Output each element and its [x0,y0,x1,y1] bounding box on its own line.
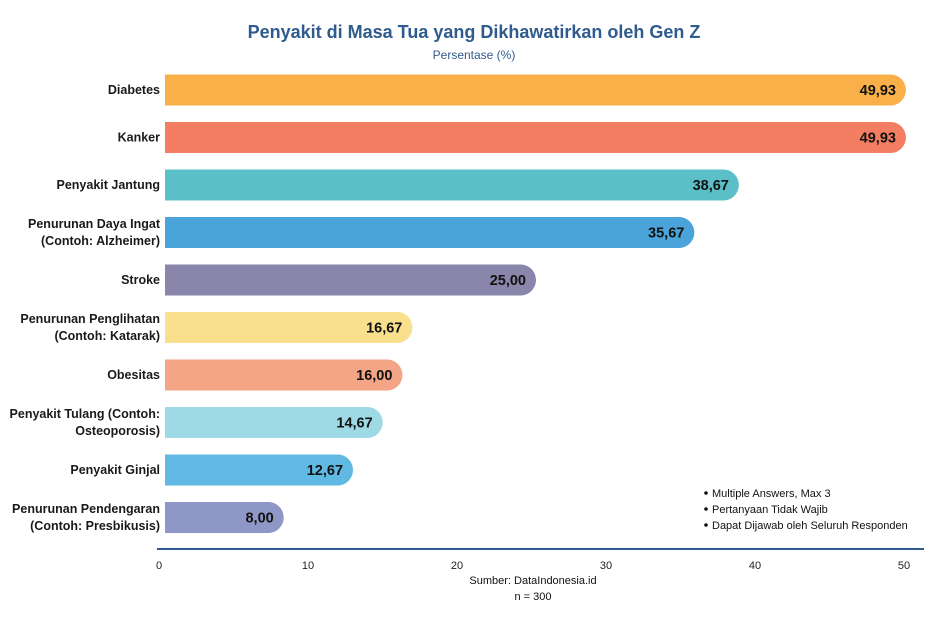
bars-group: 49,93 Diabetes 49,93 Kanker 38,67 Penyakit Ja… [10,74,906,533]
category-label-4-line-2: (Contoh: Alzheimer) [41,234,160,248]
bar-4 [165,217,695,248]
note-bullet-1 [704,491,708,495]
category-label-7: Obesitas [107,368,160,382]
category-label-8-line-1: Penyakit Tulang (Contoh: [10,407,160,421]
note-3: Dapat Dijawab oleh Seluruh Responden [712,520,908,532]
chart-title: Penyakit di Masa Tua yang Dikhawatirkan … [248,22,701,42]
note-2: Pertanyaan Tidak Wajib [712,504,828,516]
bar-1 [165,74,906,106]
x-tick-label-2: 10 [302,560,314,572]
category-label-9: Penyakit Ginjal [70,463,160,477]
value-label-10: 8,00 [245,511,273,527]
x-axis-ticks: 0 10 20 30 40 50 [156,560,910,572]
category-label-1: Diabetes [108,83,160,97]
bar-8 [165,407,383,438]
category-label-5: Stroke [121,273,160,287]
note-bullet-3 [704,523,708,527]
x-tick-label-5: 40 [749,560,761,572]
sample-size-label: n = 300 [514,591,551,603]
bar-5 [165,264,536,296]
category-label-3: Penyakit Jantung [57,178,161,192]
notes-group: Multiple Answers, Max 3 Pertanyaan Tidak … [704,488,908,532]
bar-9 [165,454,354,486]
chart-subtitle: Persentase (%) [433,48,516,62]
category-label-8-line-2: Osteoporosis) [75,424,160,438]
category-label-10-line-2: (Contoh: Presbikusis) [30,519,160,533]
bar-3 [165,169,739,201]
note-bullet-2 [704,507,708,511]
bar-2 [165,122,906,153]
category-label-6-line-2: (Contoh: Katarak) [54,329,160,343]
value-label-1: 49,93 [860,83,896,99]
value-label-5: 25,00 [490,273,526,289]
category-label-10-line-1: Penurunan Pendengaran [12,502,160,516]
bar-6 [165,312,413,343]
value-label-4: 35,67 [648,226,684,242]
x-tick-label-6: 50 [898,560,910,572]
category-label-6-line-1: Penurunan Penglihatan [20,312,160,326]
source-label: Sumber: DataIndonesia.id [469,575,596,587]
bar-10 [165,502,284,533]
x-tick-label-4: 30 [600,560,612,572]
bar-7 [165,359,403,391]
value-label-8: 14,67 [336,416,372,432]
value-label-9: 12,67 [307,463,343,479]
note-1: Multiple Answers, Max 3 [712,488,831,500]
value-label-3: 38,67 [693,178,729,194]
value-label-6: 16,67 [366,321,402,337]
category-label-2: Kanker [118,131,161,145]
value-label-2: 49,93 [860,131,896,147]
value-label-7: 16,00 [356,368,392,384]
x-tick-label-1: 0 [156,560,162,572]
x-tick-label-3: 20 [451,560,463,572]
category-label-4-line-1: Penurunan Daya Ingat [28,217,161,231]
